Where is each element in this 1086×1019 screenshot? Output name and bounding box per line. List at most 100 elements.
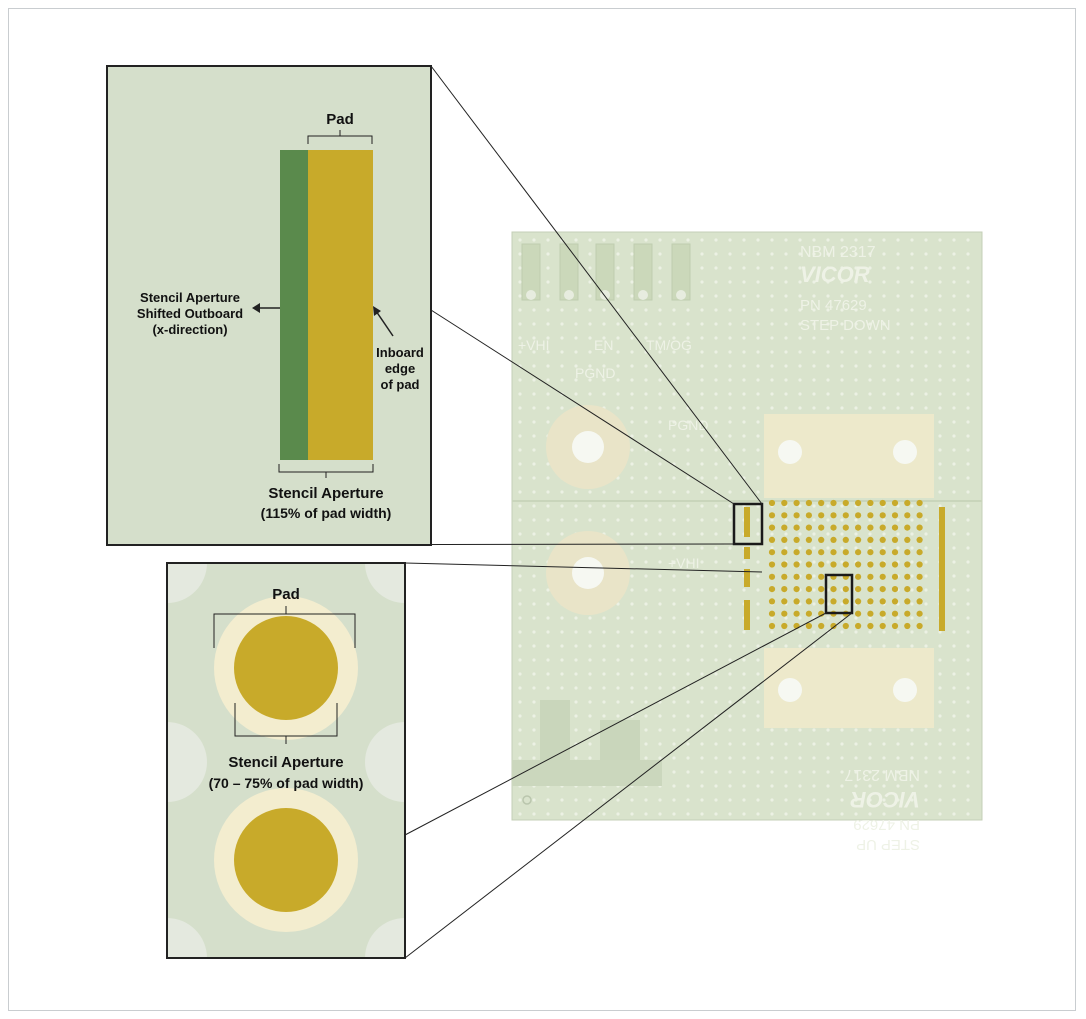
bga-pad [793,524,800,531]
bga-pad [830,586,837,593]
bga-pad [818,622,825,630]
bga-pad [879,561,886,568]
bga-pad [818,512,825,519]
silk-part-number: NBM 2317 [800,244,876,261]
bga-pad [781,512,788,519]
bga-pad [891,499,899,507]
edge-pad-enlarged [308,150,373,460]
bga-pad [879,549,886,556]
bga-pad [916,549,923,556]
bga-pad [879,622,886,630]
bga-pad [867,499,874,507]
bga-pad [904,549,911,556]
bga-pad [818,573,825,580]
bga-pad [768,610,776,617]
bga-pad [867,561,874,568]
bga-pad [781,573,788,580]
silkscreen-top: NBM 2317 VICOR PN 47629 STEP DOWN +VHI E… [518,244,891,571]
bga-pad [855,536,862,544]
bottom-aperture-label-line2: (70 – 75% of pad width) [209,775,364,791]
figure-frame [8,8,1076,1011]
bga-pad [855,586,862,593]
bga-pad [793,499,800,507]
bga-pad [891,622,899,630]
bga-pad [842,512,849,519]
bga-pad [904,524,911,531]
aperture-shift-strip [280,150,310,460]
bga-pad [842,549,849,556]
bga-pad [916,573,923,580]
top-pad-label: Pad [326,111,354,128]
inboard-note-line1: Inboard [376,345,424,360]
bga-pad [916,586,923,593]
bga-pad [904,586,911,593]
bga-pad [879,610,886,617]
bga-pad [805,610,813,617]
bga-pad [891,549,899,556]
bga-pad [793,549,800,556]
bga-pad [904,499,911,507]
bga-pad [867,536,874,544]
bga-pad [768,512,776,519]
bga-pad [830,524,837,531]
bga-pad [781,610,788,617]
bga-pad [793,598,800,605]
bga-pad [867,610,874,617]
bga-pad [855,610,862,617]
bga-pad [768,536,776,544]
bga-pad [842,561,849,568]
bga-pad [855,524,862,531]
edge-pad-right [939,507,945,631]
bga-pad [867,512,874,519]
bga-pad [867,598,874,605]
bga-pad [805,622,813,630]
bottom-inset-frame [166,562,406,959]
bga-pad [916,622,923,630]
bga-pad [867,622,874,630]
bga-pad [781,549,788,556]
top-aperture-label-line1: Stencil Aperture [268,485,383,502]
bga-pad [805,586,813,593]
silk-step-down: STEP DOWN [800,317,891,334]
mounting-hole-vhi [546,531,630,615]
bga-pad [904,610,911,617]
bga-pad [904,561,911,568]
bga-pad [842,586,849,593]
bga-pad [793,586,800,593]
outboard-note-line3: (x-direction) [152,322,227,337]
bottom-aperture-label-line1: Stencil Aperture [228,754,343,771]
bga-pad [818,598,825,605]
bga-aperture-2 [234,808,338,912]
bga-pad [830,536,837,544]
bga-pad [879,586,886,593]
bga-pad [805,549,813,556]
bga-pad [855,622,862,630]
bga-pad [879,598,886,605]
silk-vhi: +VHI [668,555,700,571]
bga-pad [781,536,788,544]
bga-pad [916,524,923,531]
bga-pad [855,561,862,568]
bga-pad [891,573,899,580]
bga-pad [818,561,825,568]
bga-pad [904,622,911,630]
bga-pad [818,499,825,507]
top-inset-frame [106,65,432,546]
bga-aperture-1 [234,616,338,720]
inboard-note-line3: of pad [381,377,420,392]
bga-pad [916,536,923,544]
bga-pad [842,499,849,507]
silk-part-number-rotated: NBM 2317 [844,766,920,783]
edge-pad-left-4 [744,600,750,630]
bga-pad [781,561,788,568]
bga-pad [855,499,862,507]
edge-pad-left-3 [744,569,750,587]
silkscreen-bottom: STEP UP PN 47629 VICOR NBM 2317 [844,766,920,853]
bga-pad [904,573,911,580]
bga-pad [842,524,849,531]
inboard-note-line2: edge [385,361,415,376]
top-inset: Pad Stencil Aperture (115% of pad width)… [106,65,432,546]
bga-pad [879,573,886,580]
bga-pad [867,549,874,556]
